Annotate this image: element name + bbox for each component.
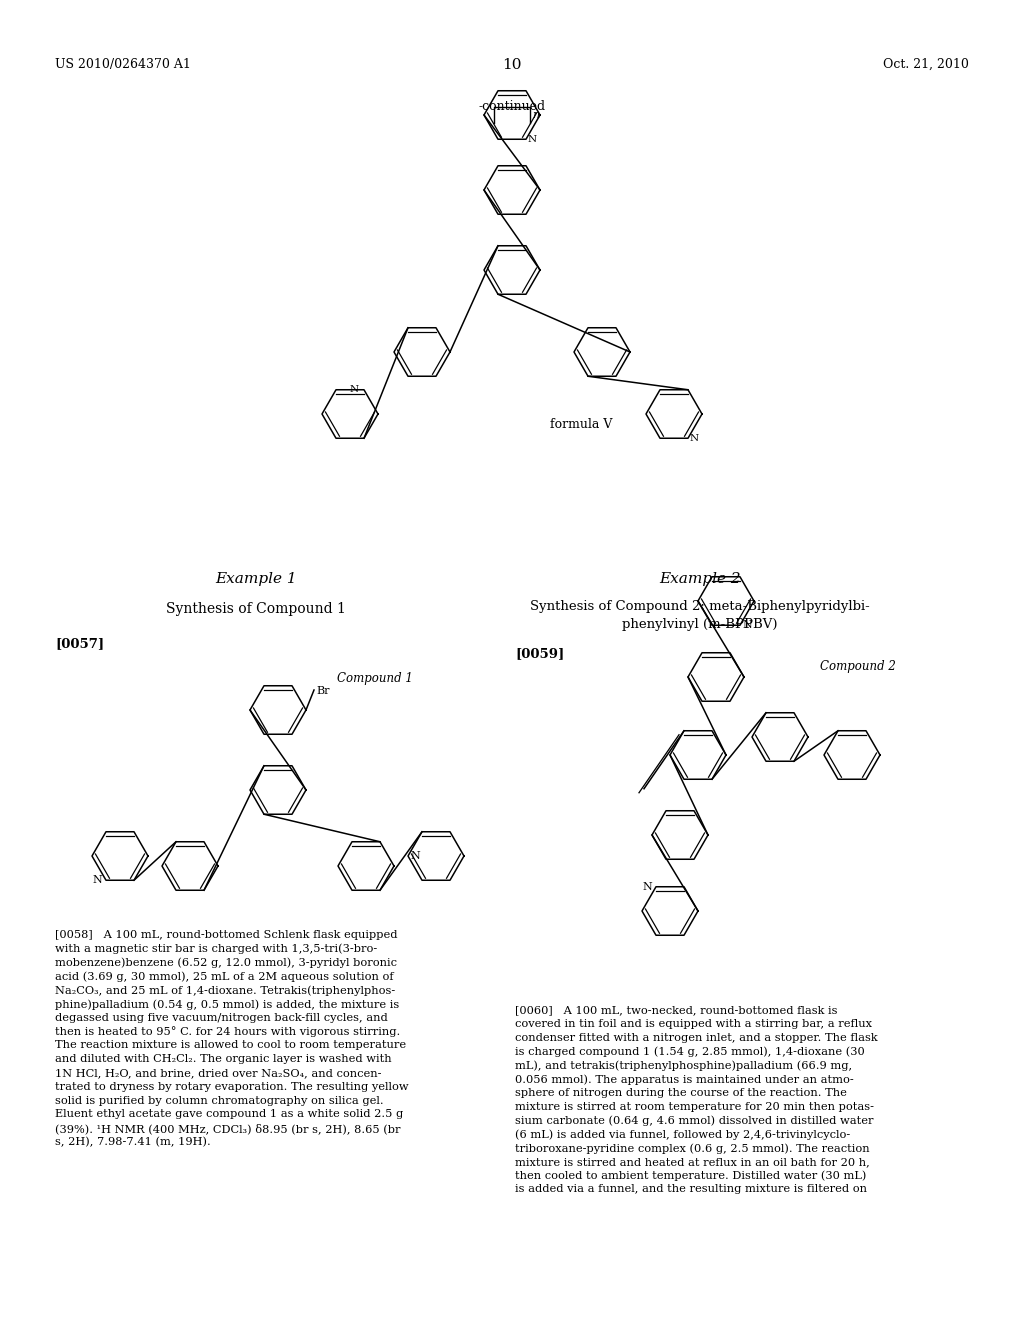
- Text: n: n: [532, 110, 539, 120]
- Text: Oct. 21, 2010: Oct. 21, 2010: [883, 58, 969, 71]
- Text: Compound 1: Compound 1: [337, 672, 413, 685]
- Text: Compound 2: Compound 2: [820, 660, 896, 673]
- Text: 1N HCl, H₂O, and brine, dried over Na₂SO₄, and concen-: 1N HCl, H₂O, and brine, dried over Na₂SO…: [55, 1068, 382, 1078]
- Text: s, 2H), 7.98-7.41 (m, 19H).: s, 2H), 7.98-7.41 (m, 19H).: [55, 1137, 211, 1147]
- Text: mixture is stirred at room temperature for 20 min then potas-: mixture is stirred at room temperature f…: [515, 1102, 874, 1111]
- Text: degassed using five vacuum/nitrogen back-fill cycles, and: degassed using five vacuum/nitrogen back…: [55, 1012, 388, 1023]
- Text: Synthesis of Compound 2: meta-Biphenylpyridylbi-: Synthesis of Compound 2: meta-Biphenylpy…: [530, 601, 869, 612]
- Text: Na₂CO₃, and 25 mL of 1,4-dioxane. Tetrakis(triphenylphos-: Na₂CO₃, and 25 mL of 1,4-dioxane. Tetrak…: [55, 985, 395, 995]
- Text: N: N: [642, 882, 651, 892]
- Text: (6 mL) is added via funnel, followed by 2,4,6-trivinylcyclo-: (6 mL) is added via funnel, followed by …: [515, 1129, 850, 1139]
- Text: mL), and tetrakis(triphenylphosphine)palladium (66.9 mg,: mL), and tetrakis(triphenylphosphine)pal…: [515, 1060, 852, 1071]
- Text: solid is purified by column chromatography on silica gel.: solid is purified by column chromatograp…: [55, 1096, 384, 1106]
- Text: [0058]   A 100 mL, round-bottomed Schlenk flask equipped: [0058] A 100 mL, round-bottomed Schlenk …: [55, 931, 397, 940]
- Text: [0060]   A 100 mL, two-necked, round-bottomed flask is: [0060] A 100 mL, two-necked, round-botto…: [515, 1005, 838, 1015]
- Text: and diluted with CH₂Cl₂. The organic layer is washed with: and diluted with CH₂Cl₂. The organic lay…: [55, 1055, 391, 1064]
- Text: triboroxane-pyridine complex (0.6 g, 2.5 mmol). The reaction: triboroxane-pyridine complex (0.6 g, 2.5…: [515, 1143, 869, 1154]
- Text: N: N: [350, 385, 359, 395]
- Text: N: N: [410, 851, 420, 861]
- Text: acid (3.69 g, 30 mmol), 25 mL of a 2M aqueous solution of: acid (3.69 g, 30 mmol), 25 mL of a 2M aq…: [55, 972, 393, 982]
- Text: sphere of nitrogen during the course of the reaction. The: sphere of nitrogen during the course of …: [515, 1088, 847, 1098]
- Text: Example 2: Example 2: [659, 572, 740, 586]
- Text: N: N: [92, 875, 101, 886]
- Text: then cooled to ambient temperature. Distilled water (30 mL): then cooled to ambient temperature. Dist…: [515, 1171, 866, 1181]
- Text: Eluent ethyl acetate gave compound 1 as a white solid 2.5 g: Eluent ethyl acetate gave compound 1 as …: [55, 1109, 403, 1119]
- Text: N: N: [528, 135, 538, 144]
- Text: phenylvinyl (m-BPPBV): phenylvinyl (m-BPPBV): [623, 618, 778, 631]
- Text: mobenzene)benzene (6.52 g, 12.0 mmol), 3-pyridyl boronic: mobenzene)benzene (6.52 g, 12.0 mmol), 3…: [55, 957, 397, 968]
- Text: 10: 10: [502, 58, 522, 73]
- Text: with a magnetic stir bar is charged with 1,3,5-tri(3-bro-: with a magnetic stir bar is charged with…: [55, 944, 377, 954]
- Text: is charged compound 1 (1.54 g, 2.85 mmol), 1,4-dioxane (30: is charged compound 1 (1.54 g, 2.85 mmol…: [515, 1047, 864, 1057]
- Text: is added via a funnel, and the resulting mixture is filtered on: is added via a funnel, and the resulting…: [515, 1184, 867, 1195]
- Text: formula V: formula V: [550, 418, 612, 432]
- Text: [0057]: [0057]: [55, 638, 104, 649]
- Text: mixture is stirred and heated at reflux in an oil bath for 20 h,: mixture is stirred and heated at reflux …: [515, 1156, 869, 1167]
- Text: then is heated to 95° C. for 24 hours with vigorous stirring.: then is heated to 95° C. for 24 hours wi…: [55, 1027, 400, 1038]
- Text: phine)palladium (0.54 g, 0.5 mmol) is added, the mixture is: phine)palladium (0.54 g, 0.5 mmol) is ad…: [55, 999, 399, 1010]
- Text: 0.056 mmol). The apparatus is maintained under an atmo-: 0.056 mmol). The apparatus is maintained…: [515, 1074, 854, 1085]
- Text: Example 1: Example 1: [215, 572, 297, 586]
- Text: -continued: -continued: [478, 100, 546, 114]
- Text: US 2010/0264370 A1: US 2010/0264370 A1: [55, 58, 190, 71]
- Text: [0059]: [0059]: [515, 647, 564, 660]
- Text: N: N: [742, 620, 752, 630]
- Text: sium carbonate (0.64 g, 4.6 mmol) dissolved in distilled water: sium carbonate (0.64 g, 4.6 mmol) dissol…: [515, 1115, 873, 1126]
- Text: N: N: [690, 434, 699, 442]
- Text: The reaction mixture is allowed to cool to room temperature: The reaction mixture is allowed to cool …: [55, 1040, 407, 1051]
- Text: trated to dryness by rotary evaporation. The resulting yellow: trated to dryness by rotary evaporation.…: [55, 1082, 409, 1092]
- Text: Synthesis of Compound 1: Synthesis of Compound 1: [166, 602, 346, 616]
- Text: condenser fitted with a nitrogen inlet, and a stopper. The flask: condenser fitted with a nitrogen inlet, …: [515, 1032, 878, 1043]
- Text: covered in tin foil and is equipped with a stirring bar, a reflux: covered in tin foil and is equipped with…: [515, 1019, 872, 1028]
- Text: Br: Br: [316, 686, 330, 696]
- Text: (39%). ¹H NMR (400 MHz, CDCl₃) δ8.95 (br s, 2H), 8.65 (br: (39%). ¹H NMR (400 MHz, CDCl₃) δ8.95 (br…: [55, 1123, 400, 1134]
